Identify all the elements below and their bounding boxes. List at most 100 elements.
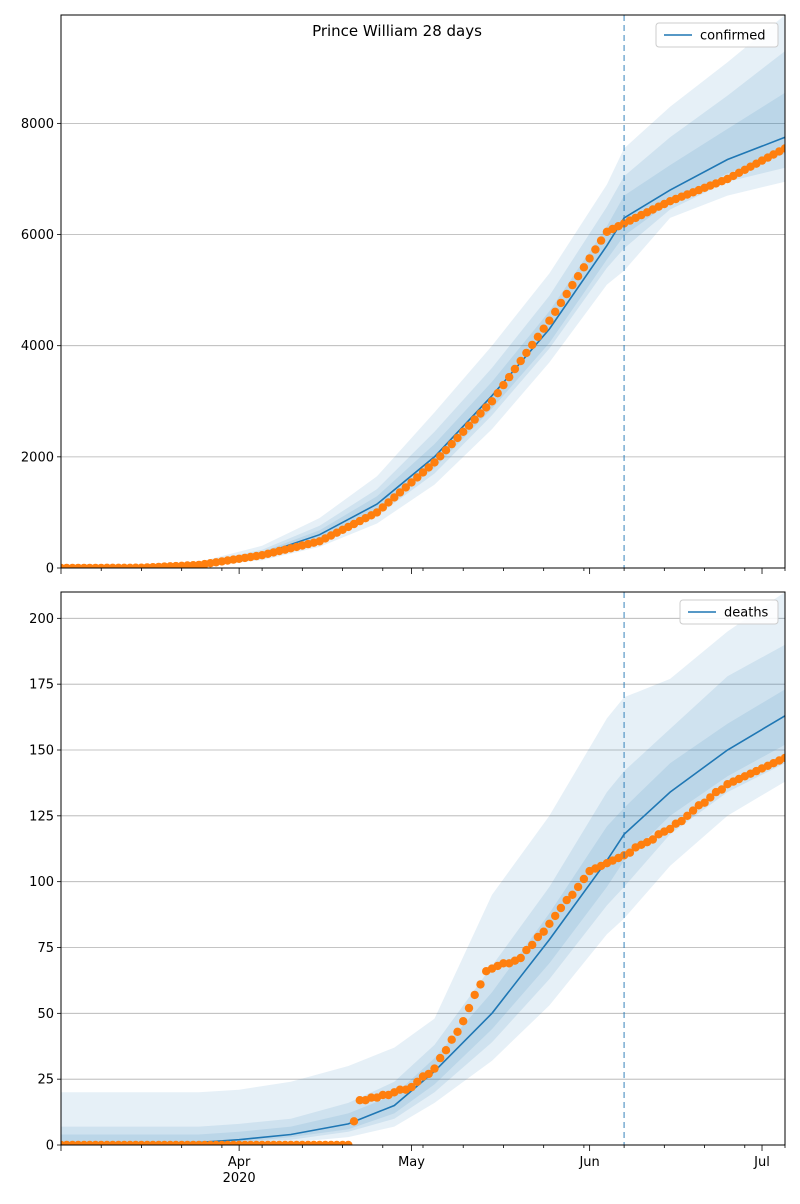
bottom-ytick-label: 125 xyxy=(29,809,54,824)
bottom-observed-point xyxy=(533,932,543,942)
bottom-observed-point xyxy=(413,1077,422,1087)
top-ytick-label: 0 xyxy=(46,562,54,577)
top-observed-point xyxy=(551,307,560,316)
bottom-observed-point xyxy=(688,806,698,815)
bottom-observed-point xyxy=(476,980,485,989)
top-legend: confirmed xyxy=(655,22,779,48)
bottom-observed-point xyxy=(677,816,686,826)
bottom-observed-point xyxy=(470,990,479,1000)
bottom-observed-point xyxy=(539,927,548,936)
top-observed-point xyxy=(510,364,520,374)
top-observed-point xyxy=(499,380,508,390)
top-ytick-label: 6000 xyxy=(21,228,54,243)
bottom-ytick-label: 75 xyxy=(37,941,54,956)
bottom-observed-point xyxy=(395,1085,405,1094)
top-observed-point xyxy=(378,503,387,512)
bottom-observed-point xyxy=(706,793,715,802)
bottom-observed-point xyxy=(700,798,709,807)
top-observed-point xyxy=(430,458,439,467)
top-observed-point xyxy=(539,324,548,333)
bottom-ytick-label: 0 xyxy=(46,1139,54,1154)
xtick-label: Jun xyxy=(578,1155,599,1170)
top-legend-label: confirmed xyxy=(700,29,766,44)
bottom-legend-label: deaths xyxy=(724,606,769,621)
bottom-observed-point xyxy=(516,953,525,963)
bottom-observed-point xyxy=(717,785,726,794)
top-observed-point xyxy=(780,144,785,153)
bottom-observed-point xyxy=(562,895,571,905)
top-plot-area xyxy=(61,15,785,568)
bottom-uncertainty-band xyxy=(61,644,785,1145)
top-observed-point xyxy=(591,245,600,254)
top-ytick-label: 8000 xyxy=(21,117,54,132)
top-observed-point xyxy=(476,409,485,418)
bottom-observed-point xyxy=(528,940,537,950)
top-observed-point xyxy=(482,403,491,412)
bottom-ytick-label: 200 xyxy=(29,612,54,627)
top-observed-point xyxy=(413,473,422,482)
bottom-ytick-label: 150 xyxy=(29,744,54,759)
bottom-observed-points xyxy=(61,753,785,1145)
bottom-observed-point xyxy=(780,753,785,763)
top-observed-point xyxy=(407,478,416,487)
top-uncertainty-band xyxy=(61,92,785,568)
top-legend-box xyxy=(655,22,779,48)
bottom-legend-box xyxy=(679,599,779,625)
top-observed-point xyxy=(493,389,502,398)
bottom-ytick-label: 25 xyxy=(37,1073,54,1088)
bottom-fit-line xyxy=(61,715,785,1145)
bottom-observed-point xyxy=(464,1003,474,1013)
top-observed-point xyxy=(516,356,525,366)
top-observed-point xyxy=(418,468,428,477)
top-observed-points xyxy=(61,144,785,568)
bottom-uncertainty-band xyxy=(61,592,785,1145)
bottom-observed-point xyxy=(424,1069,433,1079)
bottom-observed-point xyxy=(625,848,635,857)
top-observed-point xyxy=(562,289,571,299)
top-observed-point xyxy=(470,415,479,424)
bottom-observed-point xyxy=(522,945,531,955)
bottom-observed-point xyxy=(568,890,577,899)
top-observed-point xyxy=(487,397,497,406)
bottom-observed-point xyxy=(453,1027,462,1037)
bottom-observed-point xyxy=(545,919,554,928)
xtick-label: Apr xyxy=(228,1155,251,1170)
bottom-legend: deaths xyxy=(679,599,779,625)
bottom-uncertainty-band xyxy=(61,689,785,1145)
top-observed-point xyxy=(528,340,537,350)
top-observed-point xyxy=(505,372,514,382)
top-observed-point xyxy=(568,280,577,290)
top-observed-point xyxy=(545,316,554,325)
bottom-observed-point xyxy=(665,824,675,834)
top-observed-point xyxy=(596,236,606,245)
top-observed-point xyxy=(390,493,399,502)
bottom-observed-point xyxy=(430,1064,439,1073)
bottom-observed-point xyxy=(551,911,560,921)
top-observed-point xyxy=(459,427,468,436)
bottom-observed-point xyxy=(349,1117,359,1126)
bottom-observed-point xyxy=(447,1035,456,1044)
top-ytick-label: 2000 xyxy=(21,450,54,465)
top-observed-point xyxy=(453,433,462,443)
top-observed-point xyxy=(384,498,393,507)
bottom-observed-point xyxy=(573,882,583,892)
bottom-observed-point xyxy=(499,959,508,968)
top-observed-point xyxy=(395,488,405,497)
top-panel: 0 2000 4000 6000 8000 confirmed xyxy=(21,14,786,577)
bottom-observed-point xyxy=(436,1053,445,1063)
bottom-ytick-label: 50 xyxy=(37,1007,54,1022)
bottom-panel: 0 25 50 75 100 125 150 175 200 deaths xyxy=(29,591,786,1154)
top-observed-point xyxy=(585,254,594,263)
bottom-observed-point xyxy=(344,1140,353,1145)
top-observed-point xyxy=(424,463,433,472)
bottom-observed-point xyxy=(556,903,566,913)
top-uncertainty-band xyxy=(61,15,785,568)
xtick-label: May xyxy=(398,1155,425,1170)
top-observed-point xyxy=(579,263,589,272)
bottom-observed-point xyxy=(683,811,692,820)
figure-title: Prince William 28 days xyxy=(312,22,482,40)
top-observed-point xyxy=(464,421,474,430)
bottom-ytick-label: 100 xyxy=(29,875,54,890)
